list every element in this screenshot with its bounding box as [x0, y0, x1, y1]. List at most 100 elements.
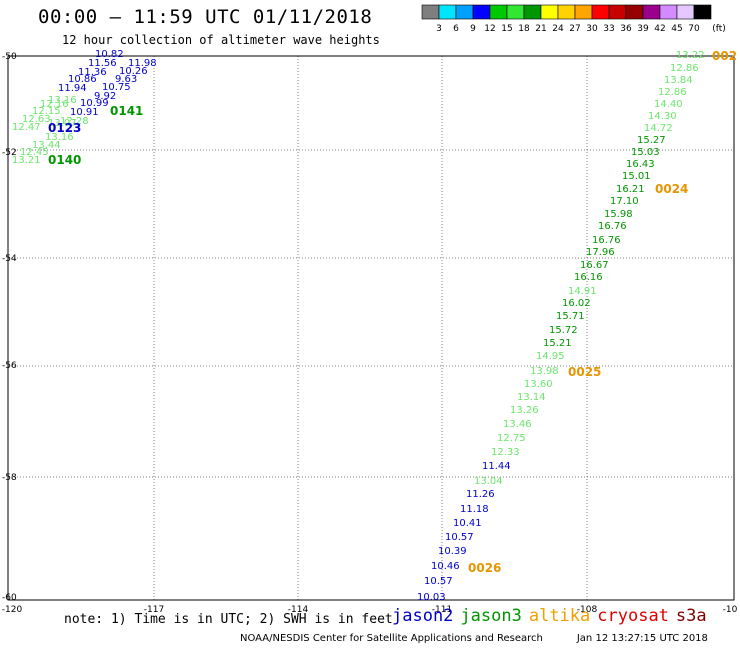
color-scale-bar: 3 6 9 12 15 18 21 24 27 30 33 36 39 42 45 70 (ft) — [421, 4, 726, 34]
wave-height-reading: 16.21 — [616, 184, 645, 195]
wave-height-reading: 13.16 — [45, 132, 74, 143]
latitude-label: -56 — [2, 361, 17, 371]
wave-height-reading: 16.76 — [592, 235, 621, 246]
footnote: note: 1) Time is in UTC; 2) SWH is in fe… — [64, 612, 393, 627]
wave-height-reading: 10.82 — [95, 49, 124, 60]
wave-height-reading: 13.26 — [510, 405, 539, 416]
colorbar-label: 12 — [484, 24, 495, 34]
colorbar-label: 15 — [501, 24, 512, 34]
wave-height-reading: 17.10 — [610, 196, 639, 207]
pass-time-label: 0026 — [468, 561, 501, 575]
colorbar-label: 36 — [620, 24, 632, 34]
latitude-label: -58 — [2, 473, 17, 483]
wave-height-reading: 11.26 — [466, 489, 495, 500]
legend-item-jason2: jason2 — [392, 606, 454, 626]
longitude-label: -10 — [723, 605, 738, 615]
timestamp-text: Jan 12 13:27:15 UTC 2018 — [576, 633, 708, 644]
colorbar-label: 45 — [671, 24, 682, 34]
wave-height-reading: 12.15 — [32, 106, 61, 117]
wave-height-reading: 13.21 — [12, 155, 41, 166]
wave-height-reading: 11.98 — [128, 58, 157, 69]
wave-height-reading: 13.44 — [32, 140, 61, 151]
pass-time-label: 0141 — [110, 104, 143, 118]
wave-height-reading: 15.01 — [622, 171, 651, 182]
wave-height-reading: 12.16 — [40, 99, 69, 110]
map-subtitle: 12 hour collection of altimeter wave hei… — [62, 33, 380, 47]
wave-height-reading: 13.98 — [530, 366, 559, 377]
wave-height-reading: 10.91 — [70, 107, 99, 118]
wave-height-reading: 12.45 — [20, 147, 49, 158]
wave-height-reading: 13.14 — [517, 392, 546, 403]
wave-height-reading: 16.02 — [562, 298, 591, 309]
wave-height-reading: 11.56 — [88, 58, 117, 69]
longitude-label: -108 — [577, 605, 598, 615]
wave-height-reading: 15.03 — [631, 147, 660, 158]
wave-height-reading: 16.76 — [598, 221, 627, 232]
wave-height-reading: 11.18 — [460, 504, 489, 515]
wave-height-reading: 15.72 — [549, 325, 578, 336]
colorbar-label: 24 — [552, 24, 564, 34]
pass-time-label: 0140 — [48, 153, 81, 167]
longitude-label: -114 — [288, 605, 309, 615]
longitude-label: -111 — [432, 605, 452, 615]
colorbar-label: 18 — [518, 24, 530, 34]
wave-height-reading: 13.60 — [524, 379, 553, 390]
legend-item-s3a: s3a — [675, 606, 707, 626]
wave-height-reading: 10.75 — [102, 82, 131, 93]
wave-height-reading: 12.33 — [491, 447, 520, 458]
pass-time-label: 0025 — [568, 365, 601, 379]
footer: NOAA/NESDIS Center for Satellite Applica… — [240, 633, 740, 644]
longitude-label: -117 — [144, 605, 164, 615]
pass-time-label: 0123 — [48, 121, 81, 135]
colorbar-label: 70 — [688, 24, 700, 34]
wave-height-reading: 13.16 — [48, 95, 77, 106]
legend-item-jason3: jason3 — [460, 606, 522, 626]
wave-height-reading: 15.98 — [604, 209, 633, 220]
wave-height-reading: 14.40 — [654, 99, 683, 110]
credit-text: NOAA/NESDIS Center for Satellite Applica… — [240, 633, 543, 644]
wave-height-reading: 10.46 — [431, 561, 460, 572]
latitude-label: -60 — [2, 593, 17, 603]
wave-height-reading: 10.26 — [119, 66, 148, 77]
pass-time-label: 002 — [712, 49, 737, 63]
colorbar-label: 39 — [637, 24, 649, 34]
wave-height-reading: 13.07 — [48, 118, 77, 129]
wave-height-reading: 12.86 — [670, 63, 699, 74]
colorbar-label: 3 — [436, 24, 442, 34]
wave-height-reading: 9.92 — [94, 91, 116, 102]
wave-height-reading: 10.41 — [453, 518, 482, 529]
wave-height-reading: 14.72 — [644, 123, 673, 134]
wave-height-reading: 16.16 — [574, 272, 603, 283]
wave-height-reading: 10.57 — [424, 576, 453, 587]
wave-height-reading: 10.03 — [417, 592, 446, 603]
wave-height-reading: 15.27 — [637, 135, 666, 146]
wave-height-reading: 12.86 — [658, 87, 687, 98]
wave-height-reading: 15.71 — [556, 311, 585, 322]
longitude-label: -120 — [2, 605, 23, 615]
wave-height-reading: 11.94 — [58, 83, 87, 94]
wave-height-reading: 16.67 — [580, 260, 609, 271]
wave-height-reading: 15.21 — [543, 338, 572, 349]
wave-height-reading: 16.43 — [626, 159, 655, 170]
wave-height-reading: 13.46 — [503, 419, 532, 430]
latitude-label: -54 — [2, 254, 17, 264]
colorbar-label: 9 — [470, 24, 476, 34]
wave-height-reading: 13.84 — [664, 75, 693, 86]
wave-height-reading: 10.99 — [80, 98, 109, 109]
colorbar-swatch — [693, 4, 712, 20]
wave-height-reading: 10.39 — [438, 546, 467, 557]
latitude-label: -52 — [2, 148, 17, 158]
wave-height-reading: 9.63 — [115, 74, 137, 85]
map-title: 00:00 – 11:59 UTC 01/11/2018 — [38, 6, 373, 28]
legend-item-altika: altika — [528, 606, 591, 626]
colorbar-label: 30 — [586, 24, 598, 34]
wave-height-reading: 10.86 — [68, 74, 97, 85]
latitude-label: -50 — [2, 52, 17, 62]
colorbar-label: 42 — [654, 24, 665, 34]
wave-height-reading: 12.47 — [12, 122, 41, 133]
wave-height-reading: 14.30 — [648, 111, 677, 122]
colorbar-label: 6 — [453, 24, 459, 34]
colorbar-label: 33 — [603, 24, 614, 34]
wave-height-reading: 14.95 — [536, 351, 565, 362]
satellite-legend: jason2 jason3 altika cryosat s3a — [392, 606, 714, 626]
